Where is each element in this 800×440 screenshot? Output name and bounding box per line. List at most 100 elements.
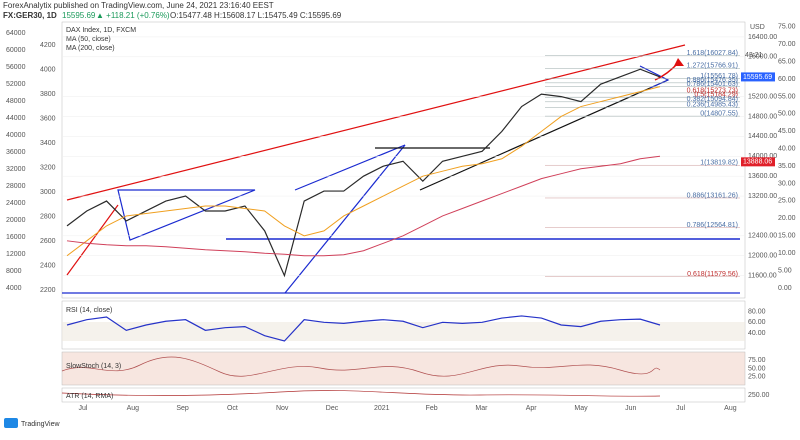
y3-tick-label: 70.00: [778, 41, 796, 48]
y3-tick-label: 15.00: [778, 233, 796, 240]
x-tick-label: Jul: [676, 405, 685, 412]
trendline-support: [419, 79, 669, 191]
x-tick-label: Apr: [526, 405, 538, 412]
rsi-tick: 80.00: [748, 309, 766, 316]
wedge: [639, 65, 670, 89]
y3-tick-label: 50.00: [778, 111, 796, 118]
triangle: [117, 189, 256, 241]
left-axis-b: 3400: [40, 140, 56, 147]
y3-tick-label: 45.00: [778, 128, 796, 135]
symbol: FX:GER30, 1D: [3, 11, 57, 20]
fib-label: 1(13819.82): [700, 160, 738, 167]
fib-label: 0.886(13161.26): [687, 192, 738, 199]
x-tick-label: Dec: [326, 405, 339, 412]
x-tick-label: Oct: [227, 405, 238, 412]
left-axis-b: 3600: [40, 115, 56, 122]
stoch-line: [61, 356, 661, 377]
y3-tick-label: 25.00: [778, 198, 796, 205]
left-axis-a: 52000: [6, 81, 26, 88]
y3-tick-label: 0.00: [778, 285, 792, 292]
rsi-title: RSI (14, close): [66, 307, 112, 314]
stoch-title: SlowStoch (14, 3): [66, 363, 121, 370]
y3-tick-label: 5.00: [778, 267, 792, 274]
atr-pane: [61, 387, 746, 403]
y-tick-label: 13200.00: [748, 193, 777, 200]
price-tag-label: 13888.06: [743, 159, 772, 166]
red-trendline: [66, 204, 119, 276]
y3-tick-label: 10.00: [778, 250, 796, 257]
fib-label: 0.618(15273.73): [687, 87, 738, 94]
rsi-band: [62, 322, 745, 341]
x-tick-label: Jul: [79, 405, 88, 412]
y-unit: USD: [750, 24, 765, 31]
atr-title: ATR (14, RMA): [66, 393, 113, 400]
legend-1: MA (50, close): [66, 36, 111, 43]
arrow-head: [674, 58, 684, 66]
left-axis-a: 4000: [6, 285, 22, 292]
change: ▲ +118.21 (+0.76%): [96, 11, 170, 20]
left-axis-a: 40000: [6, 132, 26, 139]
price-tag-label: 15595.69: [743, 74, 772, 81]
fib-label: 1(15561.78): [700, 73, 738, 80]
y-tick-label: 12400.00: [748, 233, 777, 240]
x-tick-label: Feb: [426, 405, 438, 412]
left-axis-a: 32000: [6, 166, 26, 173]
x-tick-label: Nov: [276, 405, 289, 412]
y-tick-label: 12000.00: [748, 253, 777, 260]
fib-label: 1.272(15766.91): [687, 63, 738, 70]
left-axis-a: 8000: [6, 268, 22, 275]
stoch-tick: 75.00: [748, 357, 766, 364]
left-axis-b: 2200: [40, 287, 56, 294]
y3-tick-label: 55.00: [778, 93, 796, 100]
rsi-tick: 60.00: [748, 319, 766, 326]
y-tick-label: 16000.00: [748, 54, 777, 61]
y-tick-label: 14400.00: [748, 133, 777, 140]
left-axis-b: 4200: [40, 42, 56, 49]
y-tick-label: 15200.00: [748, 93, 777, 100]
left-axis-b: 2600: [40, 238, 56, 245]
left-axis-a: 36000: [6, 149, 26, 156]
left-axis-a: 28000: [6, 183, 26, 190]
rsi-tick: 40.00: [748, 330, 766, 337]
fib-label: 0(14807.55): [700, 110, 738, 117]
channel-top: [66, 44, 686, 201]
publisher: ForexAnalytix published on TradingView.c…: [3, 1, 274, 10]
left-axis-a: 20000: [6, 217, 26, 224]
x-tick-label: Sep: [176, 405, 189, 412]
fib-label: 0.886(15476.35): [687, 77, 738, 84]
x-tick-label: Jun: [625, 405, 636, 412]
fib-label: 0.786(15401.63): [687, 81, 738, 88]
series-line: [66, 68, 661, 278]
left-axis-b: 3800: [40, 91, 56, 98]
x-tick-label: Mar: [475, 405, 488, 412]
x-tick-label: Aug: [724, 405, 737, 412]
legend-0: DAX Index, 1D, FXCM: [66, 27, 136, 34]
countdown: 43:21: [745, 52, 763, 59]
stoch-tick: 25.00: [748, 374, 766, 381]
left-axis-b: 4000: [40, 66, 56, 73]
y-tick-label: 13600.00: [748, 173, 777, 180]
left-axis-a: 12000: [6, 251, 26, 258]
x-tick-label: 2021: [374, 405, 390, 412]
fib-label: 0.618(11579.56): [687, 271, 738, 278]
left-axis-b: 3200: [40, 164, 56, 171]
price-tag: [741, 72, 775, 82]
atr-tick: 250.00: [748, 392, 770, 399]
fib-label: 0.382(15094.84): [687, 96, 738, 103]
left-axis-a: 16000: [6, 234, 26, 241]
y3-tick-label: 60.00: [778, 76, 796, 83]
y-tick-label: 16400.00: [748, 34, 777, 41]
left-axis-a: 60000: [6, 47, 26, 54]
blue-trendline: [284, 144, 406, 294]
flag-top: [294, 144, 406, 191]
stoch-tick: 50.00: [748, 365, 766, 372]
y-tick-label: 11600.00: [748, 272, 777, 279]
left-axis-a: 24000: [6, 200, 26, 207]
left-axis-a: 44000: [6, 115, 26, 122]
y3-tick-label: 20.00: [778, 215, 796, 222]
x-tick-label: May: [574, 405, 588, 412]
fib-label: 0.786(12564.81): [687, 222, 738, 229]
fib-label: 1.618(16027.84): [687, 50, 738, 57]
series-line: [66, 315, 661, 342]
